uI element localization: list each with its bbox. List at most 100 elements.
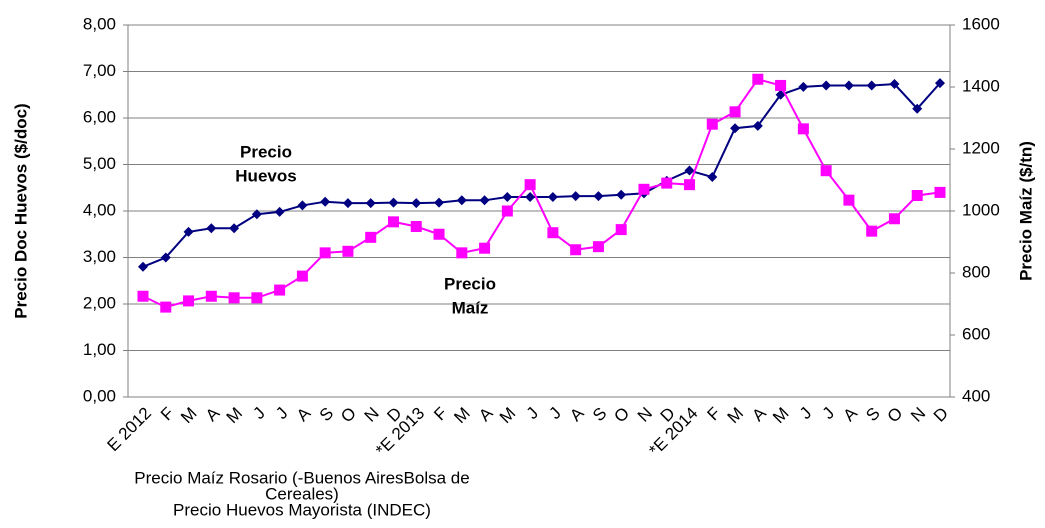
y2-tick-label: 1600 (962, 14, 1000, 33)
x-tick-label: J (272, 404, 291, 423)
marker (342, 245, 354, 257)
y-tick-label: 3,00 (83, 247, 116, 266)
marker (251, 292, 263, 304)
annotation: Precio (444, 274, 496, 293)
marker (843, 194, 855, 206)
y-tick-label: 6,00 (83, 107, 116, 126)
source-note: Precio Maíz Rosario (-Buenos AiresBolsa … (134, 468, 469, 487)
marker (229, 223, 240, 234)
marker (183, 295, 195, 307)
x-tick-label: M (223, 404, 246, 427)
y2-tick-label: 600 (962, 324, 990, 343)
x-tick-label: A (748, 403, 770, 425)
x-tick-label: M (724, 404, 747, 427)
x-tick-label: D (930, 404, 952, 426)
x-tick-label: J (545, 404, 564, 423)
marker (433, 228, 445, 240)
marker (615, 224, 627, 236)
marker (456, 247, 468, 259)
marker (297, 200, 308, 211)
marker (183, 226, 194, 237)
marker (752, 120, 763, 131)
y-axis-title: Precio Doc Huevos ($/doc) (11, 103, 30, 318)
marker (274, 284, 286, 296)
marker (934, 186, 946, 198)
marker (592, 241, 604, 253)
annotation: Huevos (235, 166, 296, 185)
marker (707, 172, 718, 183)
x-tick-label: M (769, 404, 792, 427)
source-note: Precio Huevos Mayorista (INDEC) (173, 500, 431, 519)
x-tick-label: J (796, 404, 815, 423)
marker (342, 198, 353, 209)
x-tick-label: F (157, 404, 178, 425)
y-tick-label: 1,00 (83, 340, 116, 359)
marker (365, 231, 377, 243)
marker (251, 209, 262, 220)
marker (866, 80, 877, 91)
y2-tick-label: 1400 (962, 76, 1000, 95)
y-tick-label: 8,00 (83, 14, 116, 33)
x-tick-label: A (839, 403, 861, 425)
annotation: Maíz (452, 298, 489, 317)
marker (684, 165, 695, 176)
marker (593, 191, 604, 202)
marker (206, 223, 217, 234)
marker (888, 213, 900, 225)
marker (388, 197, 399, 208)
marker (434, 197, 445, 208)
marker (501, 205, 513, 217)
marker (821, 80, 832, 91)
marker (866, 225, 878, 237)
x-tick-label: S (316, 404, 337, 425)
source-note: Cereales) (265, 484, 339, 503)
x-tick-label: A (475, 403, 497, 425)
series-line (142, 78, 941, 309)
marker (524, 179, 536, 191)
y-tick-label: 0,00 (83, 386, 116, 405)
marker (411, 198, 422, 209)
x-tick-label: O (610, 404, 633, 427)
marker (387, 216, 399, 228)
marker (729, 106, 741, 118)
y-tick-label: 5,00 (83, 154, 116, 173)
y2-tick-label: 800 (962, 262, 990, 281)
x-tick-label: S (862, 404, 883, 425)
y2-tick-label: 1000 (962, 200, 1000, 219)
marker (160, 252, 171, 263)
x-tick-label: M (496, 404, 519, 427)
marker (775, 79, 787, 91)
marker (456, 195, 467, 206)
marker (935, 78, 945, 89)
marker (160, 301, 172, 313)
x-tick-label: N (361, 404, 383, 426)
x-tick-label: N (634, 404, 656, 426)
marker (296, 270, 308, 282)
marker (797, 123, 809, 135)
x-tick-label: J (249, 404, 268, 423)
marker (547, 227, 559, 239)
marker (912, 103, 923, 114)
marker (684, 179, 696, 191)
marker (752, 73, 764, 85)
x-tick-label: M (450, 404, 473, 427)
marker (410, 221, 422, 232)
y-tick-label: 2,00 (83, 293, 116, 312)
marker (365, 198, 376, 209)
x-tick-label: N (907, 404, 929, 426)
marker (638, 183, 650, 195)
marker (911, 190, 923, 201)
x-tick-label: E 2012 (103, 404, 155, 456)
x-tick-label: F (430, 404, 451, 425)
marker (479, 242, 491, 254)
x-tick-label: J (819, 404, 838, 423)
marker (616, 189, 627, 200)
marker (502, 192, 513, 203)
marker (889, 79, 900, 90)
x-tick-label: S (589, 404, 610, 425)
marker (706, 118, 718, 130)
x-tick-label: M (177, 404, 200, 427)
x-tick-label: A (566, 403, 588, 425)
x-tick-label: O (337, 404, 360, 427)
